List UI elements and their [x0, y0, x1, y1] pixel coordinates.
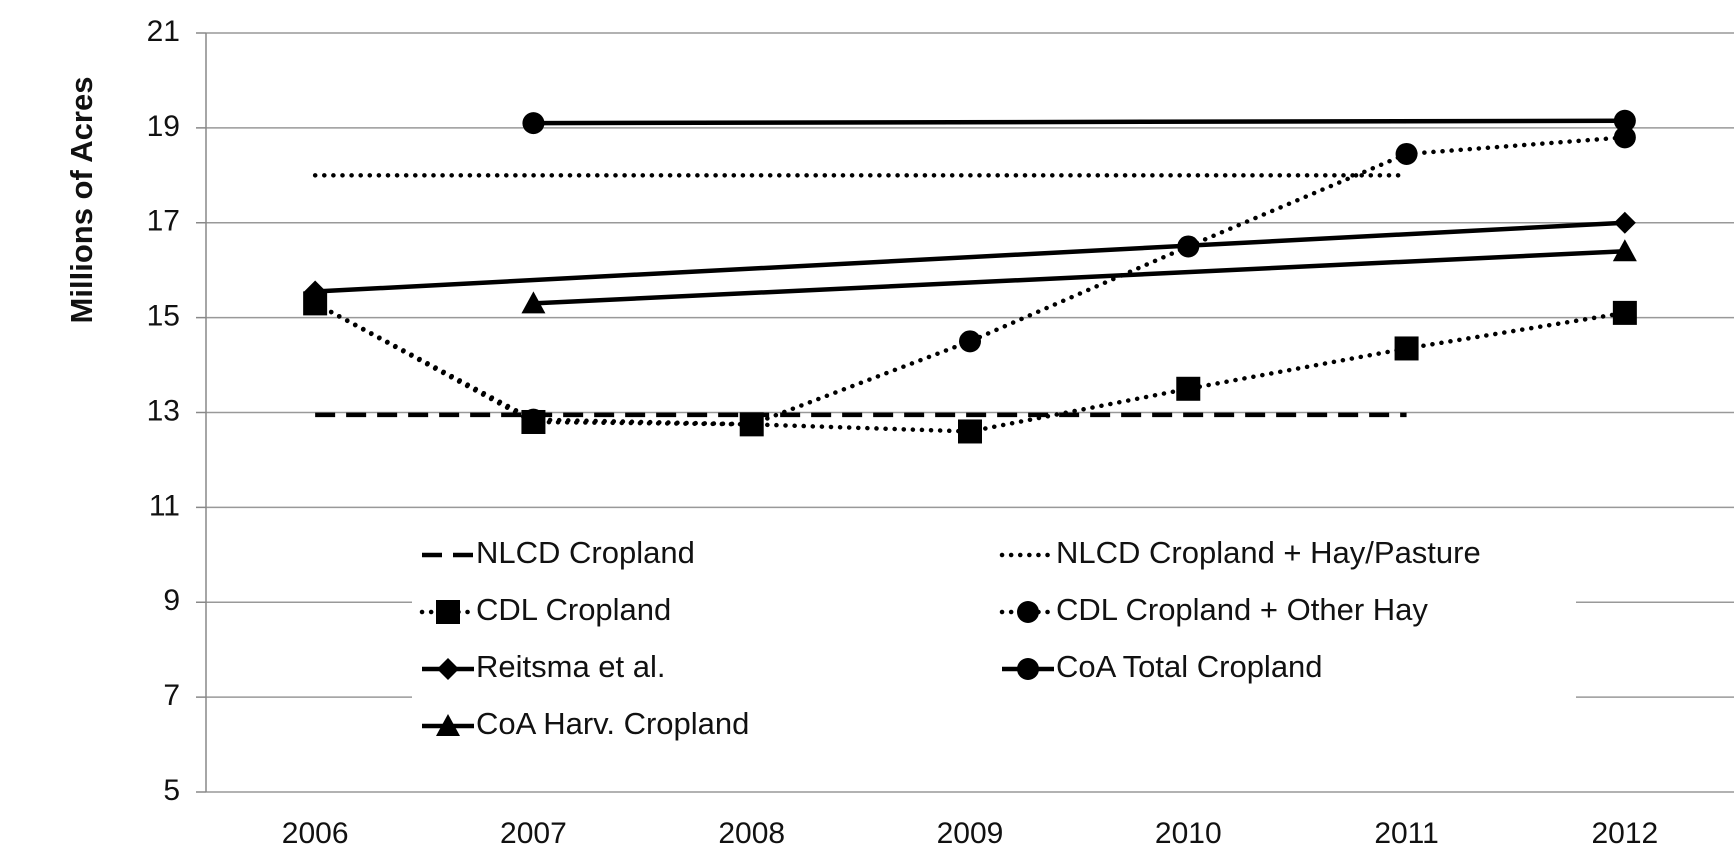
marker	[522, 408, 545, 431]
marker	[1017, 658, 1039, 680]
x-tick-label: 2009	[937, 817, 1004, 850]
marker	[1612, 239, 1637, 262]
marker	[304, 292, 327, 315]
marker	[436, 714, 460, 736]
y-tick-label: 11	[149, 489, 180, 522]
y-tick-label: 5	[163, 774, 180, 807]
marker	[1612, 300, 1637, 325]
y-tick-label: 15	[147, 300, 180, 333]
x-tick-label: 2010	[1155, 817, 1222, 850]
x-tick-label: 2007	[500, 817, 567, 850]
marker	[1176, 376, 1201, 401]
marker	[437, 658, 459, 680]
y-tick-label: 21	[147, 15, 180, 48]
marker	[304, 280, 327, 303]
y-tick-label: 7	[163, 679, 180, 712]
y-tick-label: 13	[147, 394, 180, 427]
marker	[1613, 211, 1636, 234]
legend-label: Reitsma et al.	[476, 649, 666, 684]
legend-label: NLCD Cropland	[476, 535, 695, 570]
y-tick-label: 9	[163, 584, 180, 617]
legend-label: CoA Harv. Cropland	[476, 706, 749, 741]
marker	[1394, 336, 1419, 361]
marker	[1613, 109, 1636, 132]
marker	[436, 600, 460, 624]
y-tick-label: 19	[147, 110, 180, 143]
series-line	[315, 220, 1625, 294]
y-tick-label: 17	[147, 205, 180, 238]
legend-label: CDL Cropland	[476, 592, 671, 627]
x-tick-label: 2008	[718, 817, 785, 850]
y-axis-title: Millions of Acres	[64, 77, 99, 324]
marker	[958, 419, 982, 444]
marker	[1613, 126, 1636, 149]
marker	[521, 291, 546, 314]
legend-label: NLCD Cropland + Hay/Pasture	[1056, 535, 1481, 570]
x-tick-label: 2011	[1374, 817, 1439, 850]
marker	[1395, 142, 1418, 165]
legend-label: CDL Cropland + Other Hay	[1056, 592, 1428, 627]
legend: NLCD Cropland NLCD Cropland + Hay/Pasture…	[412, 522, 1576, 778]
marker	[740, 413, 763, 436]
legend-label: CoA Total Cropland	[1056, 649, 1323, 684]
series-line	[533, 118, 1625, 126]
marker	[1017, 601, 1039, 623]
marker	[959, 330, 981, 353]
x-tick-label: 2012	[1591, 817, 1658, 850]
x-tick-label: 2006	[282, 817, 349, 850]
legend-box	[412, 522, 1576, 778]
marker	[522, 112, 545, 135]
series-line	[533, 248, 1625, 306]
